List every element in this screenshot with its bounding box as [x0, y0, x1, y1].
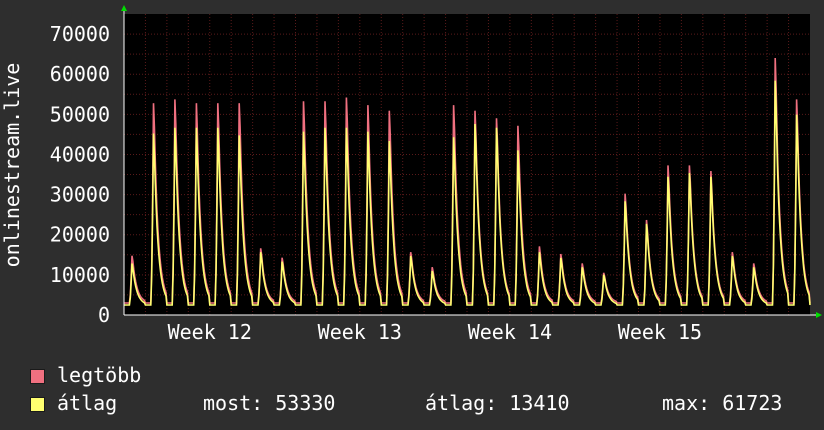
series-layer — [124, 57, 811, 306]
y-tick-label: 20000 — [50, 223, 110, 247]
y-tick-label: 0 — [98, 303, 110, 327]
legend-swatch-avg — [30, 397, 45, 412]
stat-average: átlag: 13410 — [425, 391, 570, 415]
y-tick-label: 10000 — [50, 263, 110, 287]
legend-swatch-max — [30, 369, 45, 384]
y-ticks: 0 10000 20000 30000 40000 50000 60000 70000 — [50, 22, 110, 327]
x-ticks: Week 12 Week 13 Week 14 Week 15 — [168, 320, 702, 344]
x-tick-label: Week 14 — [468, 320, 552, 344]
series-line-avg — [124, 80, 811, 306]
y-tick-label: 60000 — [50, 62, 110, 86]
x-tick-label: Week 12 — [168, 320, 252, 344]
legend-item-max: legtöbb — [30, 363, 141, 387]
y-tick-label: 40000 — [50, 142, 110, 166]
stat-current: most: 53330 — [203, 391, 336, 415]
x-tick-label: Week 15 — [618, 320, 702, 344]
stat-max: max: 61723 — [662, 391, 783, 415]
axes — [121, 5, 822, 318]
y-axis-arrow-icon — [121, 5, 127, 11]
x-axis-arrow-icon — [816, 312, 822, 318]
chart-canvas: 0 10000 20000 30000 40000 50000 60000 70000 Wee… — [0, 5, 822, 344]
legend-label-max: legtöbb — [57, 363, 142, 387]
y-tick-label: 30000 — [50, 183, 110, 207]
legend-label-avg: átlag — [57, 391, 118, 415]
x-tick-label: Week 13 — [318, 320, 402, 344]
y-tick-label: 70000 — [50, 22, 110, 46]
y-tick-label: 50000 — [50, 102, 110, 126]
legend-item-avg: átlag — [30, 391, 117, 415]
y-axis-label: onlinestream.live — [0, 63, 24, 268]
